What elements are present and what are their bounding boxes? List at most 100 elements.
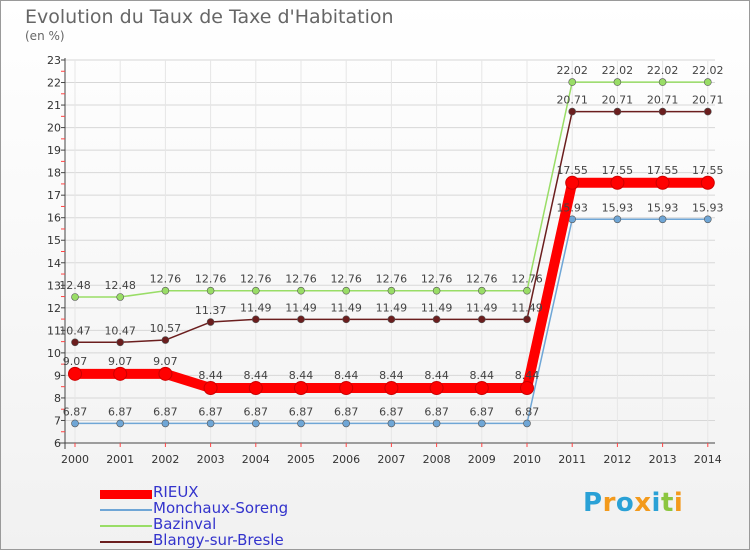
data-label: 10.47 bbox=[104, 324, 136, 337]
data-point bbox=[610, 175, 625, 190]
legend-label: Monchaux-Soreng bbox=[153, 499, 289, 517]
data-point bbox=[297, 419, 305, 428]
data-point bbox=[71, 419, 79, 428]
data-point bbox=[252, 286, 260, 295]
data-point bbox=[113, 366, 128, 381]
data-point bbox=[294, 381, 308, 396]
series-blangy-sur-bresle bbox=[71, 107, 712, 347]
data-label: 9.07 bbox=[153, 355, 178, 368]
data-point bbox=[384, 381, 399, 396]
x-tick-label: 2004 bbox=[242, 453, 270, 466]
y-tick-label: 15 bbox=[47, 234, 61, 247]
data-point bbox=[703, 78, 712, 86]
data-point bbox=[387, 419, 396, 428]
y-tick-label: 21 bbox=[47, 99, 61, 112]
x-tick-label: 2010 bbox=[513, 453, 541, 466]
x-tick-label: 2001 bbox=[106, 453, 134, 466]
data-label: 15.93 bbox=[647, 201, 679, 214]
data-label: 8.44 bbox=[424, 369, 449, 382]
y-tick-label: 20 bbox=[47, 122, 61, 135]
data-label: 12.76 bbox=[466, 273, 498, 286]
data-point bbox=[565, 175, 580, 190]
data-point bbox=[387, 315, 396, 324]
data-label: 11.49 bbox=[240, 301, 272, 314]
data-point bbox=[703, 107, 712, 116]
y-tick-label: 16 bbox=[47, 212, 61, 225]
data-label: 17.55 bbox=[647, 164, 679, 177]
x-tick-label: 2007 bbox=[377, 453, 405, 466]
data-point bbox=[68, 366, 82, 381]
legend-item: RIEUX bbox=[100, 483, 360, 502]
series-rieux bbox=[68, 175, 715, 396]
x-tick-label: 2011 bbox=[558, 453, 586, 466]
data-point bbox=[703, 215, 712, 224]
legend-swatch bbox=[100, 541, 152, 543]
data-label: 22.02 bbox=[692, 64, 724, 77]
data-label: 17.55 bbox=[556, 164, 588, 177]
data-point bbox=[429, 381, 444, 396]
legend-item: Blangy-sur-Bresle bbox=[100, 531, 360, 550]
x-tick-label: 2002 bbox=[151, 453, 179, 466]
data-point bbox=[613, 107, 622, 116]
data-point bbox=[161, 419, 170, 428]
series-bazinval bbox=[71, 78, 712, 301]
y-tick-label: 19 bbox=[47, 144, 61, 157]
legend-label: RIEUX bbox=[153, 483, 199, 501]
data-label: 8.44 bbox=[244, 369, 269, 382]
data-label: 8.44 bbox=[198, 369, 223, 382]
data-label: 12.76 bbox=[240, 273, 272, 286]
data-point bbox=[474, 381, 489, 396]
data-label: 22.02 bbox=[602, 64, 634, 77]
y-tick-label: 12 bbox=[47, 302, 61, 315]
data-point bbox=[116, 338, 124, 347]
data-label: 12.76 bbox=[421, 273, 453, 286]
data-label: 8.44 bbox=[470, 369, 495, 382]
data-label: 6.87 bbox=[470, 405, 495, 418]
y-tick-label: 7 bbox=[54, 414, 61, 427]
data-point bbox=[523, 286, 531, 295]
data-label: 6.87 bbox=[289, 405, 314, 418]
data-label: 8.44 bbox=[334, 369, 359, 382]
y-tick-label: 22 bbox=[47, 77, 61, 90]
data-label: 22.02 bbox=[647, 64, 679, 77]
data-point bbox=[568, 78, 577, 86]
data-point bbox=[71, 338, 79, 347]
data-point bbox=[658, 78, 667, 86]
data-label: 11.49 bbox=[376, 301, 408, 314]
legend-item: Bazinval bbox=[100, 515, 360, 534]
data-label: 12.48 bbox=[59, 279, 91, 292]
data-point bbox=[523, 315, 531, 324]
data-label: 8.44 bbox=[289, 369, 314, 382]
data-label: 20.71 bbox=[647, 94, 679, 107]
data-point bbox=[158, 366, 173, 381]
data-label: 20.71 bbox=[602, 94, 634, 107]
y-tick-label: 6 bbox=[54, 437, 61, 450]
data-label: 12.48 bbox=[104, 279, 136, 292]
data-label: 15.93 bbox=[556, 201, 588, 214]
data-point bbox=[477, 419, 486, 428]
data-point bbox=[432, 419, 441, 428]
data-point bbox=[339, 381, 354, 396]
data-point bbox=[206, 419, 215, 428]
data-label: 17.55 bbox=[692, 164, 724, 177]
data-label: 8.44 bbox=[379, 369, 404, 382]
data-point bbox=[387, 286, 396, 295]
data-label: 6.87 bbox=[198, 405, 223, 418]
data-point bbox=[116, 419, 124, 428]
y-tick-label: 9 bbox=[54, 369, 61, 382]
data-point bbox=[568, 107, 577, 116]
data-label: 11.49 bbox=[466, 301, 498, 314]
data-label: 9.07 bbox=[108, 355, 133, 368]
data-point bbox=[700, 175, 715, 190]
y-tick-label: 8 bbox=[54, 392, 61, 405]
x-tick-label: 2009 bbox=[468, 453, 496, 466]
data-label: 8.44 bbox=[515, 369, 540, 382]
legend-swatch bbox=[100, 489, 152, 499]
data-point bbox=[206, 286, 215, 295]
data-point bbox=[161, 336, 170, 344]
data-point bbox=[520, 381, 534, 396]
data-point bbox=[252, 419, 260, 428]
data-point bbox=[613, 215, 622, 224]
data-point bbox=[203, 381, 218, 396]
